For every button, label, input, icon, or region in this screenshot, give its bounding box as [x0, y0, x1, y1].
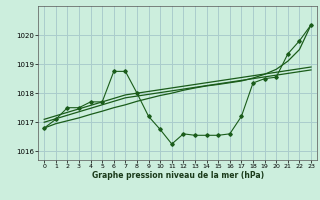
- X-axis label: Graphe pression niveau de la mer (hPa): Graphe pression niveau de la mer (hPa): [92, 171, 264, 180]
